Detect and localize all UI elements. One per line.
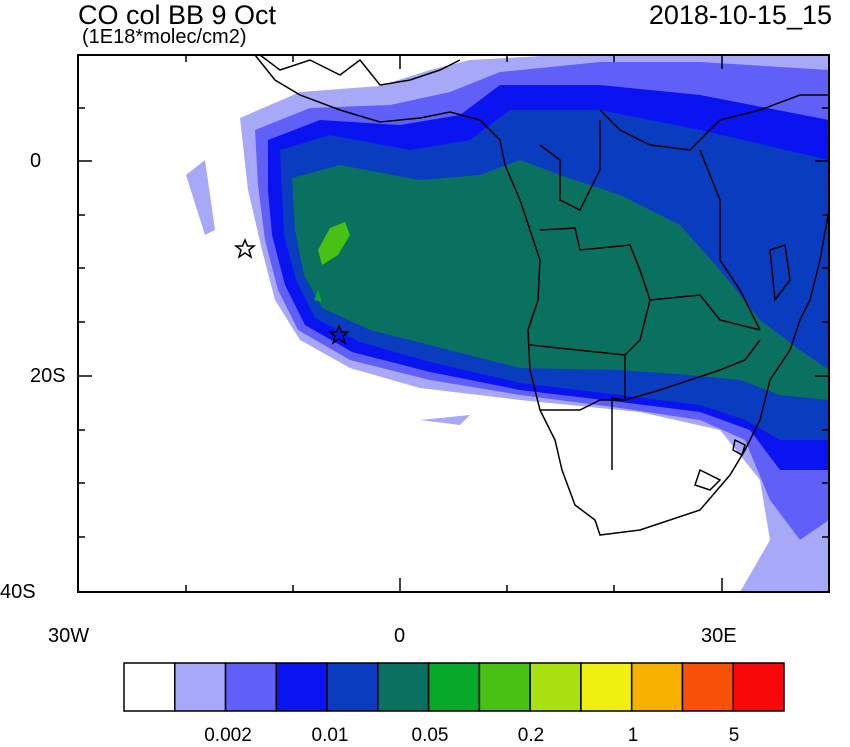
colorbar-swatch-7 [478,662,531,712]
lon-label-30w: 30W [48,625,90,647]
star-marker-st-helena [233,238,257,259]
lon-label-30e: 30E [701,625,737,647]
colorbar-swatch-6 [427,662,481,712]
colorbar-swatch-5 [377,662,430,712]
colorbar-label-001: 0.01 [311,725,349,746]
lat-label-0: 0 [30,150,42,172]
colorbar-swatch-2 [224,662,278,712]
lat-label-40s: 40S [0,581,36,603]
colorbar-swatch-11 [681,662,734,712]
station-markers [233,238,351,345]
plot-frame [77,54,830,593]
colorbar-label-005: 0.05 [411,725,449,746]
plume-level-5 [292,160,829,400]
colorbar-label-02: 0.2 [517,725,545,746]
colorbar-swatch-3 [275,662,328,712]
colorbar-swatch-8 [529,662,582,712]
colorbar-swatch-4 [326,662,379,712]
coastlines [254,55,829,536]
colorbar-label-5: 5 [728,725,740,746]
colorbar-swatch-12 [732,662,785,712]
plot-title: CO col BB 9 Oct [78,0,277,30]
units-label: (1E18*molec/cm2) [82,26,247,48]
colorbar-label-0002: 0.002 [204,725,252,746]
axis-ticks [78,55,829,592]
plume-level-6 [318,222,350,265]
colorbar-swatch-0 [123,662,176,712]
colorbar [123,662,785,712]
colorbar-swatch-10 [630,662,684,712]
colorbar-label-1: 1 [627,725,639,746]
star-marker-ascension [327,324,351,345]
timestamp-label: 2018-10-15_15 [648,0,832,30]
plume-layers [78,55,829,592]
lat-label-20s: 20S [30,365,66,387]
colorbar-swatch-1 [174,662,227,712]
colorbar-swatch-9 [580,662,633,712]
lon-label-0: 0 [394,625,406,647]
